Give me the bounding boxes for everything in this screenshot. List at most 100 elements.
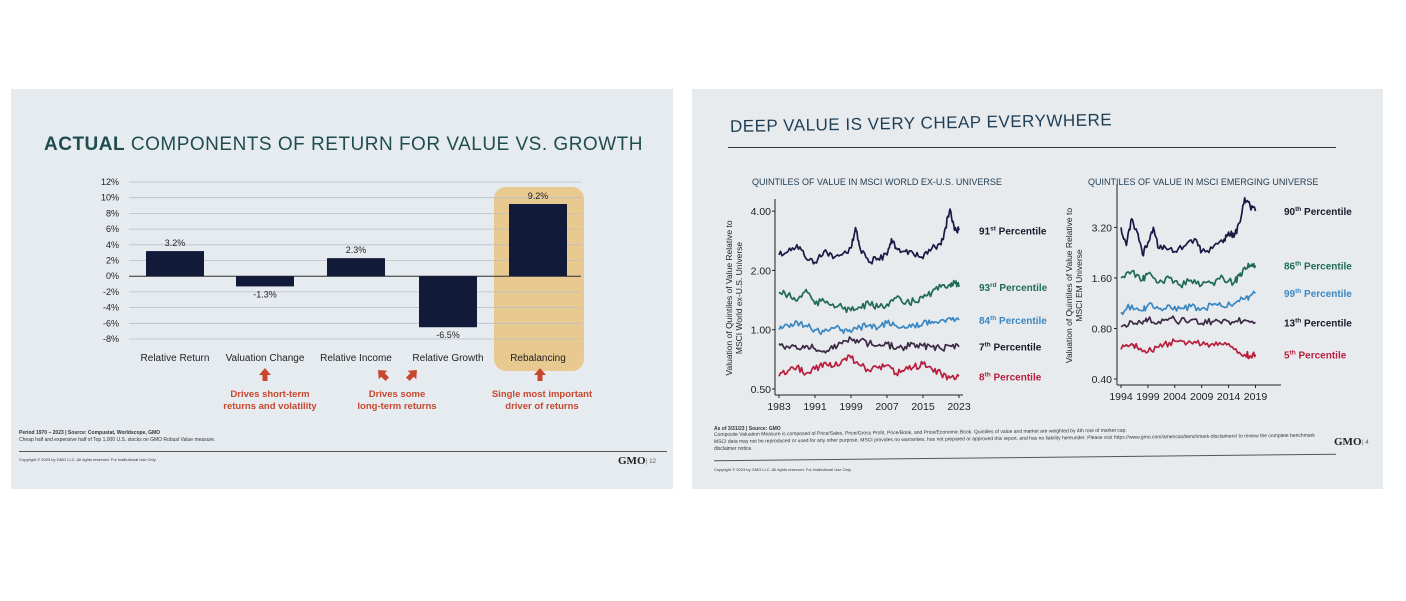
chart2-title: QUINTILES OF VALUE IN MSCI EMERGING UNIV… (1088, 177, 1318, 187)
x-tick-label: 1991 (803, 401, 827, 413)
x-tick-label: 1999 (839, 401, 863, 413)
slide1-title-bold: ACTUAL (44, 134, 126, 155)
x-tick-label: 2014 (1217, 391, 1241, 403)
slide-deep-value: DEEP VALUE IS VERY CHEAP EVERYWHERE QUIN… (692, 89, 1383, 489)
quintile-line-charts: QUINTILES OF VALUE IN MSCI WORLD EX-U.S.… (724, 177, 1352, 413)
bar-relative-growth (419, 276, 477, 328)
slide-components-of-return: ACTUAL COMPONENTS OF RETURN FOR VALUE VS… (11, 89, 673, 489)
annotation-line2: returns and volatility (223, 401, 317, 412)
x-tick-label: 2004 (1163, 391, 1187, 403)
x-tick-label: 2023 (947, 401, 971, 413)
slide2-footnote-disclaimer: disclaimer notice. (714, 446, 753, 452)
bar-relative-income (327, 258, 385, 277)
slide1-title-rest: COMPONENTS OF RETURN FOR VALUE VS. GROWT… (130, 134, 643, 155)
y-tick-label: 0.50 (751, 384, 772, 396)
slide1-footnote-source: Period 1970 – 2023 | Source: Compustat, … (19, 430, 161, 436)
y-axis-label: Valuation of Quintiles of Value Relative… (1064, 208, 1074, 363)
slide1-page-number: | 12 (646, 459, 656, 465)
slide1-copyright: Copyright © 2023 by GMO LLC. All rights … (19, 457, 157, 462)
series-line-13th (1120, 315, 1256, 328)
annotation-line1: Drives some (369, 389, 426, 400)
y-axis-label: MSCI World ex-U.S. Universe (734, 242, 744, 355)
series-line-7th (778, 336, 960, 354)
bar-data-label: -1.3% (253, 289, 277, 299)
series-label-7th: 7th Percentile (979, 342, 1042, 354)
chart1-title: QUINTILES OF VALUE IN MSCI WORLD EX-U.S.… (752, 177, 1002, 187)
y-tick-label: 12% (101, 177, 119, 187)
series-label-5th: 5th Percentile (1284, 349, 1347, 361)
series-line-91st (778, 208, 960, 265)
series-label-13th: 13th Percentile (1284, 317, 1352, 329)
bar-data-label: 9.2% (528, 191, 549, 201)
slide1-title: ACTUAL COMPONENTS OF RETURN FOR VALUE VS… (44, 134, 643, 156)
series-label-99th: 99th Percentile (1284, 288, 1352, 300)
series-label-84th: 84th Percentile (979, 315, 1047, 327)
y-tick-label: 1.00 (751, 325, 772, 337)
x-tick-label: 2007 (875, 401, 899, 413)
series-line-8th (778, 354, 960, 381)
series-label-91st: 91st Percentile (979, 225, 1047, 237)
category-label: Relative Growth (412, 353, 483, 364)
slide2-page-number: | 4 (1362, 440, 1369, 446)
annotation-line1: Drives short-term (230, 389, 309, 400)
y-tick-label: 2.00 (751, 265, 772, 277)
y-tick-label: 6% (106, 224, 119, 234)
series-line-99th (1120, 290, 1256, 316)
x-tick-label: 1983 (767, 401, 791, 413)
series-label-90th: 90th Percentile (1284, 206, 1352, 218)
annotation-line1: Single most important (492, 389, 593, 400)
annotation-line2: driver of returns (505, 401, 578, 412)
slide2-copyright: Copyright © 2023 by GMO LLC. All rights … (714, 467, 852, 472)
slide1-gmo-logo: GMO (618, 455, 646, 467)
slide1-footer-rule (19, 451, 667, 452)
series-line-90th (1120, 196, 1257, 257)
y-axis-label: MSCI EM Universe (1074, 249, 1084, 322)
y-tick-label: 10% (101, 193, 119, 203)
series-label-86th: 86th Percentile (1284, 260, 1352, 272)
y-tick-label: -6% (103, 318, 119, 328)
x-tick-label: 1999 (1136, 391, 1160, 403)
y-axis-label: Valuation of Quintiles of Value Relative… (724, 220, 734, 375)
arrow-up-icon (259, 368, 271, 381)
slide1-footnote-desc: Cheap half and expensive half of Top 1,0… (19, 437, 216, 443)
y-tick-label: 0% (106, 271, 119, 281)
y-tick-label: -8% (103, 334, 119, 344)
arrow-up-right-icon (405, 370, 417, 382)
bar-rebalancing (509, 203, 567, 277)
x-tick-label: 2015 (911, 401, 935, 413)
category-label: Rebalancing (510, 353, 566, 364)
y-tick-label: -4% (103, 303, 119, 313)
bar-data-label: 2.3% (346, 245, 367, 255)
series-line-86th (1120, 262, 1257, 289)
x-tick-label: 2009 (1190, 391, 1214, 403)
slide2-gmo-logo: GMO (1334, 436, 1362, 448)
slide2-title-rule (728, 147, 1336, 148)
y-tick-label: 4.00 (751, 206, 772, 218)
series-line-5th (1120, 338, 1257, 360)
category-label: Relative Income (320, 353, 392, 364)
y-tick-label: 4% (106, 240, 119, 250)
slide2-footnote-source: As of 3/31/23 | Source: GMO (714, 426, 781, 432)
y-tick-label: 2% (106, 256, 119, 266)
bar-relative-return (146, 251, 204, 277)
bar-valuation-change (236, 276, 294, 287)
y-tick-label: 3.20 (1092, 222, 1113, 234)
arrow-up-left-icon (378, 370, 390, 382)
category-label: Relative Return (141, 353, 210, 364)
y-tick-label: 8% (106, 208, 119, 218)
bar-data-label: -6.5% (436, 330, 460, 340)
x-tick-label: 2019 (1244, 391, 1268, 403)
x-tick-label: 1994 (1109, 391, 1133, 403)
y-tick-label: 0.40 (1092, 374, 1113, 386)
bar-data-label: 3.2% (165, 238, 186, 248)
arrow-up-icon (534, 368, 546, 381)
series-label-93rd: 93rd Percentile (979, 282, 1048, 294)
y-tick-label: -2% (103, 287, 119, 297)
series-line-93rd (778, 279, 960, 314)
y-tick-label: 1.60 (1092, 273, 1113, 285)
y-tick-label: 0.80 (1092, 323, 1113, 335)
category-label: Valuation Change (226, 353, 305, 364)
series-label-8th: 8th Percentile (979, 371, 1042, 383)
series-line-84th (778, 316, 960, 336)
components-bar-chart: 12% 10% 8% 6% 4% 2% 0% -2% -4% -6% -8% 3.2% Relative… (101, 177, 593, 412)
